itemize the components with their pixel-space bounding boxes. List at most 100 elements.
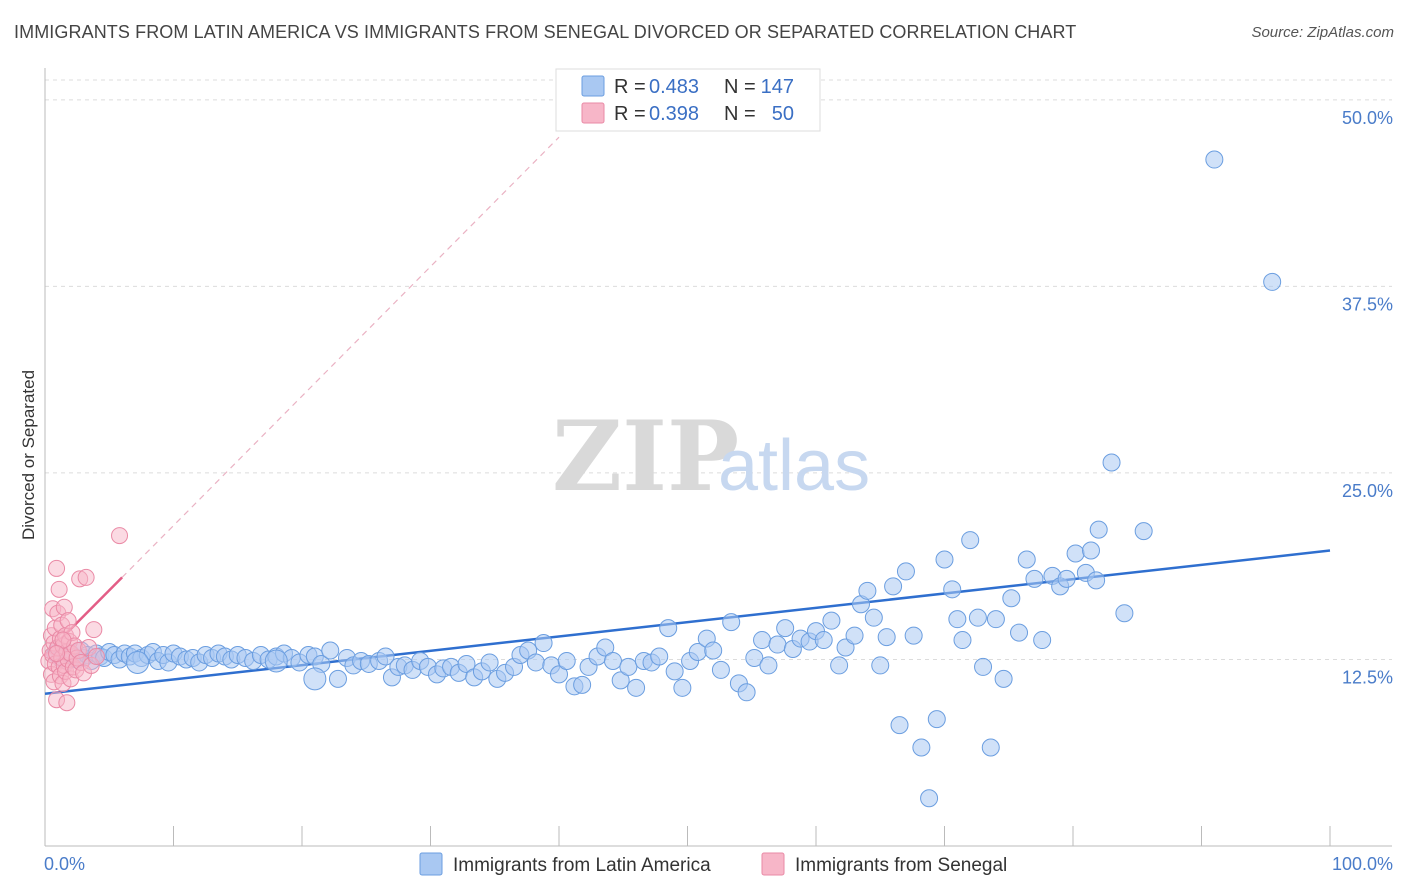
- x-tick-labels: 0.0% 100.0%: [44, 854, 1393, 874]
- point-latin-america-77: [534, 634, 553, 653]
- point-latin-america-135: [968, 608, 987, 627]
- point-latin-america-76: [526, 653, 545, 672]
- point-latin-america-116: [836, 638, 855, 657]
- legend: R = 0.483 N = 147 R = 0.398 N = 50: [555, 68, 821, 132]
- point-latin-america-124: [890, 716, 909, 735]
- point-senegal-47: [111, 527, 129, 545]
- point-latin-america-100: [711, 660, 730, 679]
- point-latin-america-127: [912, 738, 931, 757]
- point-latin-america-121: [871, 656, 890, 675]
- legend-swatch-latin-america: [581, 75, 605, 97]
- point-latin-america-82: [573, 675, 592, 694]
- point-latin-america-50: [328, 669, 347, 688]
- legend-swatch-senegal: [581, 102, 605, 124]
- legend-r-label-2: R =: [614, 103, 646, 125]
- watermark-atlas: atlas: [718, 426, 870, 506]
- point-latin-america-148: [1066, 544, 1085, 563]
- point-latin-america-141: [1010, 623, 1029, 642]
- point-latin-america-85: [596, 638, 615, 657]
- point-latin-america-157: [1263, 272, 1282, 291]
- y-tick-label-0: 12.5%: [1342, 667, 1393, 687]
- point-latin-america-133: [953, 631, 972, 650]
- point-latin-america-93: [659, 619, 678, 638]
- point-latin-america-108: [776, 619, 795, 638]
- trend-line-senegal-extended: [121, 136, 560, 578]
- point-latin-america-113: [814, 631, 833, 650]
- point-latin-america-150: [1081, 541, 1100, 560]
- point-latin-america-136: [974, 657, 993, 676]
- point-latin-america-79: [550, 665, 568, 684]
- bottom-legend: Immigrants from Latin America Immigrants…: [419, 852, 1007, 876]
- point-latin-america-104: [745, 648, 764, 667]
- point-latin-america-106: [759, 656, 778, 675]
- y-tick-labels: 12.5% 25.0% 37.5% 50.0%: [1342, 108, 1393, 688]
- point-latin-america-105: [753, 631, 772, 650]
- point-latin-america-126: [904, 626, 923, 645]
- point-latin-america-156: [1205, 150, 1224, 169]
- point-latin-america-123: [884, 577, 903, 596]
- point-senegal-45: [85, 621, 103, 639]
- point-senegal-27: [58, 694, 76, 712]
- point-latin-america-153: [1102, 453, 1121, 472]
- point-latin-america-56: [376, 647, 395, 666]
- bottom-legend-swatch-senegal: [761, 852, 785, 876]
- point-latin-america-86: [603, 651, 622, 670]
- point-latin-america-137: [981, 738, 1000, 757]
- point-latin-america-95: [673, 678, 692, 697]
- point-latin-america-large-1: [303, 667, 327, 691]
- legend-n-value-1: 147: [761, 76, 794, 98]
- chart-source: Source: ZipAtlas.com: [1251, 24, 1394, 41]
- legend-n-value-2: 50: [772, 103, 794, 125]
- bottom-legend-label-latin-america: Immigrants from Latin America: [453, 855, 711, 876]
- point-latin-america-70: [480, 653, 499, 672]
- point-latin-america-144: [1033, 631, 1052, 650]
- y-axis-label: Divorced or Separated: [19, 370, 38, 540]
- y-tick-label-3: 50.0%: [1342, 108, 1393, 128]
- point-latin-america-140: [1002, 589, 1021, 608]
- legend-n-label-2: N =: [724, 103, 756, 125]
- legend-r-value-1: 0.483: [649, 76, 699, 98]
- y-tick-label-1: 25.0%: [1342, 481, 1393, 501]
- point-latin-america-143: [1025, 569, 1044, 588]
- point-latin-america-119: [858, 581, 877, 600]
- point-latin-america-152: [1089, 520, 1108, 539]
- point-latin-america-117: [845, 626, 864, 645]
- point-latin-america-138: [986, 610, 1005, 629]
- point-latin-america-147: [1057, 569, 1076, 588]
- point-latin-america-large-0: [264, 649, 288, 673]
- point-latin-america-154: [1115, 604, 1134, 623]
- point-latin-america-107: [768, 635, 787, 654]
- legend-r-value-2: 0.398: [649, 103, 699, 125]
- point-senegal-46: [87, 647, 105, 665]
- point-latin-america-155: [1134, 522, 1153, 541]
- point-latin-america-large-2: [126, 650, 150, 674]
- bottom-legend-swatch-latin-america: [419, 852, 443, 876]
- point-latin-america-142: [1017, 550, 1036, 569]
- axes: [44, 68, 1392, 847]
- point-latin-america-132: [948, 610, 967, 629]
- chart-title: IMMIGRANTS FROM LATIN AMERICA VS IMMIGRA…: [14, 22, 1077, 42]
- legend-r-label-1: R =: [614, 76, 646, 98]
- watermark-zip: ZIP: [552, 400, 739, 513]
- point-senegal-49: [48, 644, 66, 662]
- x-tick-label-max: 100.0%: [1332, 854, 1393, 874]
- point-latin-america-67: [457, 654, 476, 673]
- point-latin-america-151: [1087, 571, 1106, 590]
- point-latin-america-87: [611, 671, 630, 690]
- grid-lines: [45, 79, 1392, 660]
- point-latin-america-125: [896, 562, 915, 581]
- point-senegal-10: [48, 559, 66, 577]
- point-latin-america-139: [994, 669, 1013, 688]
- point-latin-america-115: [830, 656, 849, 675]
- trend-line-latin-america: [44, 549, 1331, 696]
- point-latin-america-130: [935, 550, 954, 569]
- point-latin-america-92: [650, 647, 669, 666]
- point-latin-america-122: [877, 628, 896, 647]
- point-latin-america-134: [961, 531, 980, 550]
- watermark: ZIP atlas: [552, 400, 870, 513]
- x-tick-label-min: 0.0%: [44, 854, 85, 874]
- point-latin-america-101: [722, 613, 741, 632]
- point-latin-america-128: [920, 789, 939, 808]
- point-latin-america-89: [627, 678, 646, 697]
